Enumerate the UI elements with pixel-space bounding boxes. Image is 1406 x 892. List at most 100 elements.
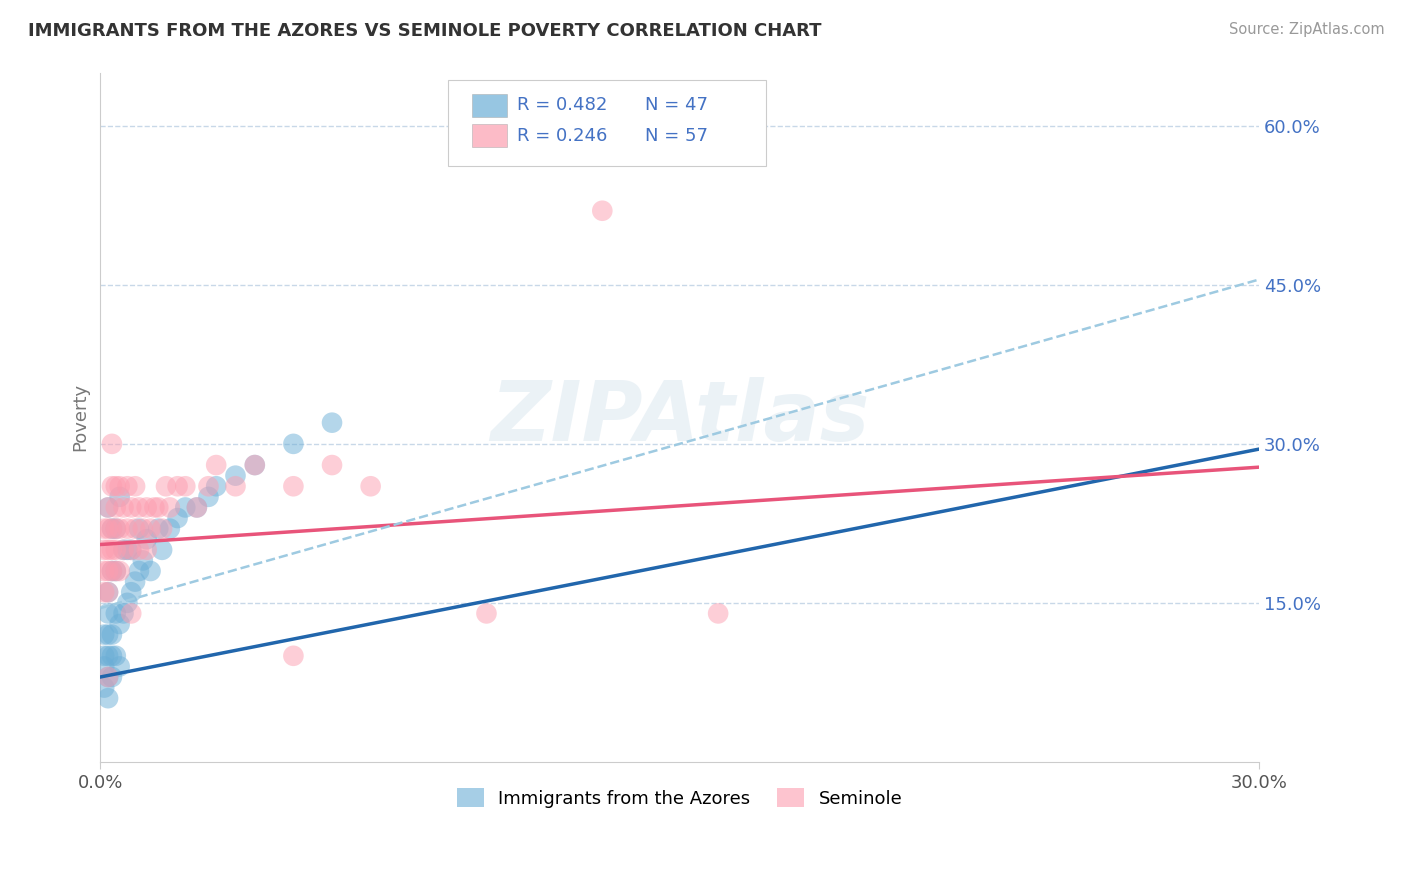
Point — [104, 479, 127, 493]
Point — [132, 553, 155, 567]
Point — [283, 648, 305, 663]
Point — [104, 500, 127, 515]
Point — [128, 500, 150, 515]
Point — [97, 542, 120, 557]
Point — [150, 522, 173, 536]
Point — [150, 542, 173, 557]
Point — [186, 500, 208, 515]
FancyBboxPatch shape — [472, 94, 508, 117]
Text: N = 47: N = 47 — [645, 96, 707, 114]
Point — [148, 522, 170, 536]
Point — [112, 607, 135, 621]
Point — [120, 542, 142, 557]
Point — [283, 479, 305, 493]
Text: Source: ZipAtlas.com: Source: ZipAtlas.com — [1229, 22, 1385, 37]
Point — [104, 542, 127, 557]
Point — [139, 522, 162, 536]
Point — [93, 585, 115, 599]
Point — [143, 500, 166, 515]
Point — [112, 500, 135, 515]
Point — [148, 500, 170, 515]
Point — [128, 564, 150, 578]
Text: N = 57: N = 57 — [645, 127, 707, 145]
Point — [186, 500, 208, 515]
Point — [124, 522, 146, 536]
Point — [97, 585, 120, 599]
Point — [128, 522, 150, 536]
Point — [166, 479, 188, 493]
Point — [108, 617, 131, 632]
Point — [139, 564, 162, 578]
Point — [101, 648, 124, 663]
Point — [243, 458, 266, 472]
Point — [93, 659, 115, 673]
Point — [101, 564, 124, 578]
Point — [104, 522, 127, 536]
Point — [97, 691, 120, 706]
Text: R = 0.482: R = 0.482 — [517, 96, 607, 114]
Point — [101, 437, 124, 451]
Point — [101, 627, 124, 641]
Point — [97, 607, 120, 621]
Point — [101, 522, 124, 536]
Point — [93, 522, 115, 536]
Text: IMMIGRANTS FROM THE AZORES VS SEMINOLE POVERTY CORRELATION CHART: IMMIGRANTS FROM THE AZORES VS SEMINOLE P… — [28, 22, 821, 40]
Point — [166, 511, 188, 525]
Point — [97, 585, 120, 599]
Point — [128, 542, 150, 557]
Point — [112, 542, 135, 557]
Text: R = 0.246: R = 0.246 — [517, 127, 607, 145]
Point — [321, 416, 343, 430]
Point — [117, 522, 139, 536]
Point — [120, 542, 142, 557]
Point — [224, 479, 246, 493]
Point — [104, 607, 127, 621]
Point — [205, 458, 228, 472]
Point — [155, 479, 177, 493]
Point — [101, 564, 124, 578]
Point — [93, 564, 115, 578]
Point — [101, 479, 124, 493]
Point — [108, 522, 131, 536]
Point — [124, 574, 146, 589]
Point — [97, 500, 120, 515]
Point — [97, 522, 120, 536]
Point — [124, 479, 146, 493]
Point — [93, 627, 115, 641]
Point — [360, 479, 382, 493]
Point — [197, 490, 219, 504]
Point — [135, 542, 157, 557]
Point — [97, 648, 120, 663]
Point — [120, 607, 142, 621]
Point — [475, 607, 498, 621]
Point — [591, 203, 613, 218]
FancyBboxPatch shape — [472, 124, 508, 147]
Point — [104, 648, 127, 663]
Point — [108, 564, 131, 578]
Point — [101, 670, 124, 684]
Point — [117, 479, 139, 493]
Point — [174, 500, 197, 515]
Point — [120, 500, 142, 515]
Point — [108, 479, 131, 493]
Point — [108, 659, 131, 673]
Point — [159, 522, 181, 536]
Point — [224, 468, 246, 483]
Point — [135, 500, 157, 515]
Point — [120, 585, 142, 599]
Point — [97, 500, 120, 515]
Point — [97, 564, 120, 578]
Point — [707, 607, 730, 621]
Point — [108, 490, 131, 504]
Point — [93, 681, 115, 695]
Point — [112, 542, 135, 557]
Point — [205, 479, 228, 493]
Point — [97, 670, 120, 684]
Point — [117, 542, 139, 557]
Point — [321, 458, 343, 472]
Point — [243, 458, 266, 472]
Point — [93, 542, 115, 557]
Point — [97, 627, 120, 641]
Point — [101, 522, 124, 536]
Point — [283, 437, 305, 451]
